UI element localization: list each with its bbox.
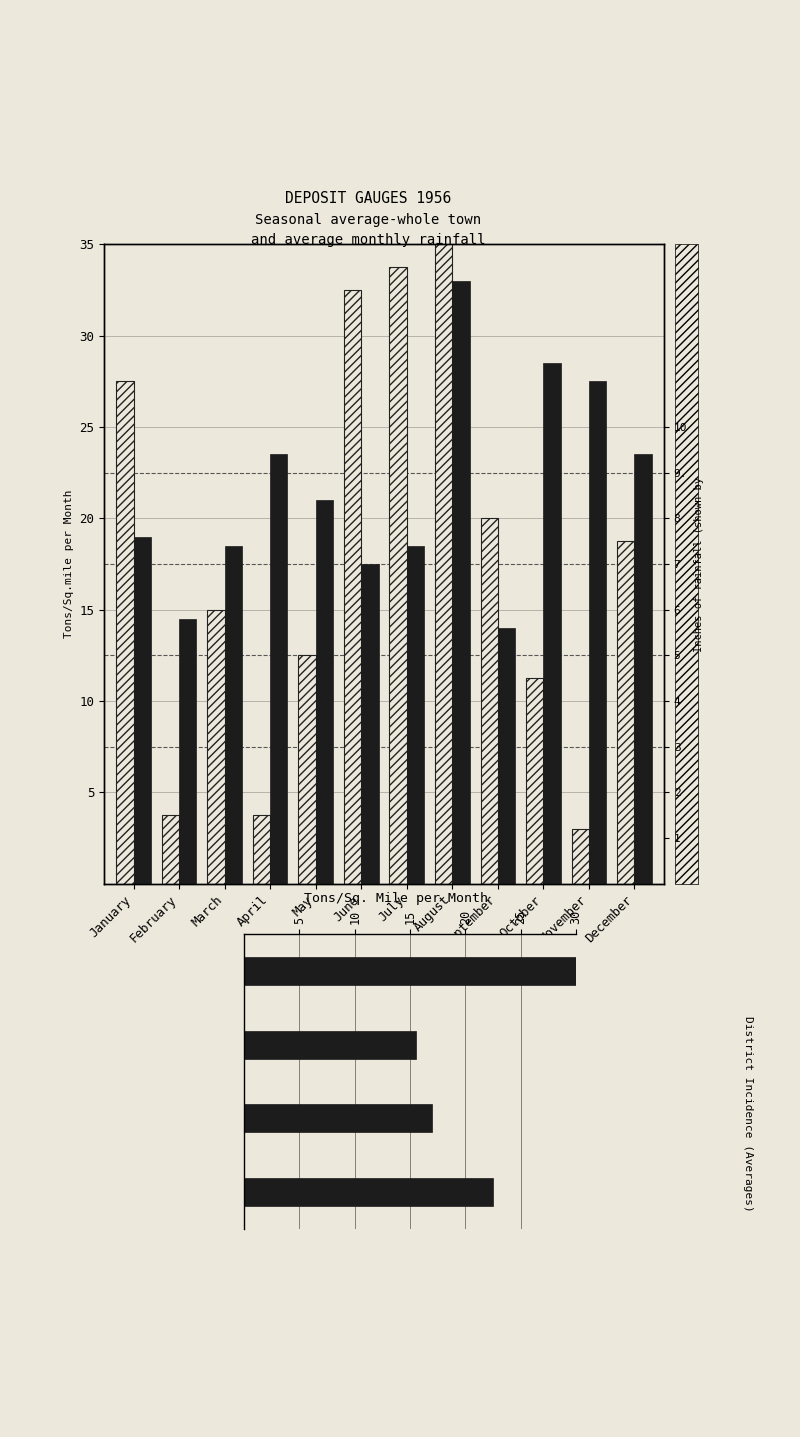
Bar — [270, 454, 287, 884]
Text: Tons/Sq. Mile per Month: Tons/Sq. Mile per Month — [304, 891, 488, 905]
Bar — [316, 500, 333, 884]
Bar — [406, 546, 424, 884]
Bar — [225, 546, 242, 884]
Bar — [526, 678, 543, 884]
Bar — [589, 381, 606, 884]
Bar — [344, 290, 362, 884]
Bar — [244, 1030, 415, 1059]
Bar — [481, 519, 498, 884]
Bar — [134, 536, 151, 884]
Bar — [543, 364, 561, 884]
Bar — [116, 381, 134, 884]
Bar — [634, 454, 652, 884]
Bar — [617, 542, 634, 884]
Text: District Incidence (Averages): District Incidence (Averages) — [743, 1016, 753, 1211]
Y-axis label: Tons/Sq.mile per Month: Tons/Sq.mile per Month — [64, 490, 74, 638]
Bar — [452, 280, 470, 884]
Bar — [253, 815, 270, 884]
Bar — [435, 0, 452, 884]
Text: and average monthly rainfall: and average monthly rainfall — [250, 233, 486, 247]
Bar — [244, 1104, 432, 1132]
Bar — [207, 609, 225, 884]
Bar — [571, 829, 589, 884]
Bar — [390, 267, 406, 884]
Bar — [675, 244, 698, 884]
Bar — [244, 957, 576, 984]
Text: DEPOSIT GAUGES 1956: DEPOSIT GAUGES 1956 — [285, 191, 451, 205]
Bar — [179, 619, 197, 884]
Bar — [298, 655, 316, 884]
Bar — [162, 815, 179, 884]
Y-axis label: Inches of rainfall (shown by: Inches of rainfall (shown by — [694, 477, 704, 651]
Bar — [244, 1178, 493, 1206]
Bar — [498, 628, 515, 884]
Text: Seasonal average-whole town: Seasonal average-whole town — [255, 213, 481, 227]
Bar — [362, 563, 378, 884]
